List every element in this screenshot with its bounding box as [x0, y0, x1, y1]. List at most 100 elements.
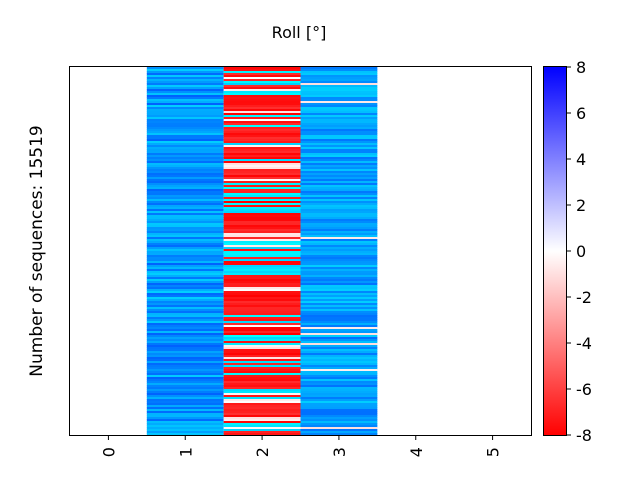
heatmap-cell	[146, 245, 224, 248]
heatmap-cell	[146, 167, 224, 170]
heatmap-cell	[300, 95, 378, 98]
heatmap-cell	[223, 231, 301, 234]
heatmap-cell	[300, 85, 378, 88]
heatmap-cell	[223, 143, 301, 146]
heatmap-cell	[300, 137, 378, 140]
heatmap-cell	[146, 127, 224, 130]
heatmap-cell	[300, 151, 378, 154]
heatmap-cell	[223, 197, 301, 200]
heatmap-cell	[223, 229, 301, 232]
heatmap-cell	[146, 391, 224, 394]
heatmap-cell	[300, 311, 378, 314]
heatmap-cell	[300, 227, 378, 230]
heatmap-cell	[300, 213, 378, 216]
heatmap-cell	[223, 71, 301, 74]
heatmap-cell	[146, 217, 224, 220]
heatmap-cell	[146, 433, 224, 436]
heatmap-cell	[146, 379, 224, 382]
heatmap-cell	[146, 67, 224, 70]
heatmap-cell	[146, 81, 224, 84]
heatmap-cell	[223, 253, 301, 256]
heatmap-cell	[300, 93, 378, 96]
heatmap-cell	[300, 381, 378, 384]
heatmap-cell	[146, 175, 224, 178]
heatmap-cell	[300, 367, 378, 370]
heatmap-cell	[146, 101, 224, 104]
heatmap-cell	[223, 425, 301, 428]
heatmap-cell	[223, 77, 301, 80]
heatmap-cell	[146, 347, 224, 350]
heatmap-cell	[146, 287, 224, 290]
heatmap-cell	[146, 413, 224, 416]
heatmap-cell	[146, 375, 224, 378]
heatmap-cell	[300, 283, 378, 286]
heatmap-cell	[223, 161, 301, 164]
heatmap-cell	[146, 169, 224, 172]
heatmap-cell	[223, 315, 301, 318]
heatmap-cell	[223, 405, 301, 408]
heatmap-cell	[146, 275, 224, 278]
heatmap-cell	[146, 235, 224, 238]
heatmap-cell	[146, 263, 224, 266]
heatmap-cell	[223, 415, 301, 418]
heatmap-cell	[223, 397, 301, 400]
heatmap-cell	[146, 271, 224, 274]
colorbar-tick-label: -8	[576, 426, 592, 445]
heatmap-cell	[146, 319, 224, 322]
heatmap-cell	[223, 195, 301, 198]
heatmap-cell	[146, 283, 224, 286]
heatmap-cell	[146, 327, 224, 330]
heatmap-cell	[300, 289, 378, 292]
heatmap-cell	[146, 421, 224, 424]
heatmap-cell	[223, 385, 301, 388]
heatmap-cell	[300, 361, 378, 364]
heatmap-cell	[223, 395, 301, 398]
heatmap-cell	[223, 227, 301, 230]
heatmap-cell	[223, 345, 301, 348]
heatmap-cell	[146, 415, 224, 418]
heatmap-cell	[300, 147, 378, 150]
heatmap-cell	[223, 343, 301, 346]
heatmap-cell	[223, 97, 301, 100]
heatmap-cell	[223, 279, 301, 282]
heatmap-cell	[300, 313, 378, 316]
heatmap-cell	[300, 243, 378, 246]
heatmap-cell	[146, 419, 224, 422]
heatmap-cell	[223, 189, 301, 192]
heatmap-cell	[300, 295, 378, 298]
heatmap-cell	[300, 285, 378, 288]
heatmap-cell	[223, 369, 301, 372]
heatmap-cell	[300, 235, 378, 238]
heatmap-cell	[300, 193, 378, 196]
x-tick-label: 0	[99, 447, 118, 457]
y-axis-label: Number of sequences: 15519	[27, 125, 47, 376]
heatmap-cell	[300, 97, 378, 100]
heatmap-cell	[146, 151, 224, 154]
heatmap-cell	[146, 341, 224, 344]
heatmap-cell	[223, 147, 301, 150]
heatmap-cell	[146, 97, 224, 100]
heatmap-cell	[300, 291, 378, 294]
heatmap-cell	[223, 255, 301, 258]
heatmap-cell	[223, 377, 301, 380]
heatmap-cell	[223, 123, 301, 126]
heatmap-cell	[146, 371, 224, 374]
heatmap-cell	[300, 189, 378, 192]
heatmap-cell	[300, 405, 378, 408]
heatmap-cell	[300, 341, 378, 344]
heatmap-cell	[300, 171, 378, 174]
heatmap-cell	[146, 323, 224, 326]
heatmap-cell	[146, 243, 224, 246]
heatmap-cell	[223, 403, 301, 406]
heatmap-cell	[300, 173, 378, 176]
heatmap-cell	[300, 407, 378, 410]
heatmap-cell	[300, 297, 378, 300]
heatmap-cell	[223, 311, 301, 314]
heatmap-cell	[223, 275, 301, 278]
heatmap-cell	[300, 399, 378, 402]
heatmap-cell	[223, 145, 301, 148]
heatmap-cell	[223, 409, 301, 412]
heatmap-cell	[146, 411, 224, 414]
heatmap-cell	[146, 349, 224, 352]
heatmap-cell	[146, 191, 224, 194]
